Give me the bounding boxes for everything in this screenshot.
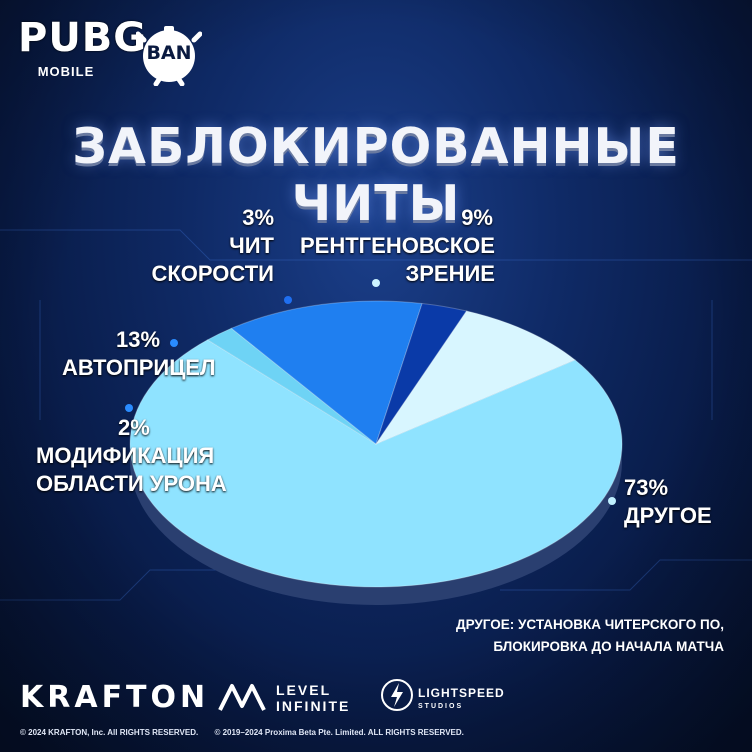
lightspeed-line1: LIGHTSPEED (418, 686, 505, 700)
label-xray-dot (372, 279, 380, 287)
krafton-logo: KRAFTON (20, 680, 210, 715)
level-infinite-line2: INFINITE (276, 698, 351, 714)
ban-badge-shape (135, 26, 203, 87)
label-speed-pct: 3% (242, 205, 274, 230)
label-other: 73% ДРУГОЕ (624, 474, 712, 530)
label-speed: 3% ЧИТ СКОРОСТИ (148, 204, 274, 288)
lightspeed-logo: LIGHTSPEED STUDIOS (380, 678, 520, 718)
label-other-name: ДРУГОЕ (624, 503, 712, 528)
label-xray-line2: ЗРЕНИЕ (405, 261, 495, 286)
pie-slice-2 (230, 300, 423, 445)
ban-badge: BAN (135, 26, 203, 87)
level-infinite-logo: LEVEL INFINITE (218, 680, 358, 716)
label-damage-line1: МОДИФИКАЦИЯ (36, 443, 215, 468)
label-damage-dot (125, 404, 133, 412)
lightspeed-words: LIGHTSPEED STUDIOS (418, 686, 505, 714)
footnote-line2: БЛОКИРОВКА ДО НАЧАЛА МАТЧА (493, 639, 724, 654)
copyright-proxima: © 2019–2024 Proxima Beta Pte. Limited. A… (214, 728, 464, 737)
lightspeed-line2: STUDIOS (418, 703, 464, 710)
label-aim: 13% АВТОПРИЦЕЛ (62, 326, 215, 382)
level-infinite-icon (218, 684, 266, 711)
level-infinite-words: LEVEL INFINITE (276, 682, 350, 714)
label-speed-line1: ЧИТ (229, 233, 274, 258)
label-damage: 2% МОДИФИКАЦИЯ ОБЛАСТИ УРОНА (36, 414, 227, 498)
pie-slice-0 (129, 339, 623, 588)
pubg-logo-sub: MOBILE (37, 64, 95, 79)
label-other-dot (608, 497, 616, 505)
lightning-bolt-icon (381, 679, 413, 711)
pie-slice-3 (375, 302, 468, 445)
label-other-pct: 73% (624, 475, 669, 500)
level-infinite-line1: LEVEL (276, 682, 332, 698)
pie-slice-1 (206, 327, 377, 445)
label-xray: 9% РЕНТГЕНОВСКОЕ ЗРЕНИЕ (300, 204, 495, 288)
pie-slice-4 (374, 310, 576, 446)
footnote: ДРУГОЕ: УСТАНОВКА ЧИТЕРСКОГО ПО, БЛОКИРО… (456, 614, 724, 658)
label-speed-dot (284, 296, 292, 304)
label-aim-name: АВТОПРИЦЕЛ (62, 355, 216, 380)
copyright-krafton: © 2024 KRAFTON, Inc. All RIGHTS RESERVED… (20, 728, 199, 737)
footnote-line1: ДРУГОЕ: УСТАНОВКА ЧИТЕРСКОГО ПО, (455, 617, 724, 632)
label-xray-line1: РЕНТГЕНОВСКОЕ (300, 233, 495, 258)
ban-badge-text: BAN (146, 42, 192, 64)
label-aim-pct: 13% (116, 327, 161, 352)
label-damage-pct: 2% (118, 415, 150, 440)
label-aim-dot (170, 339, 178, 347)
copyright: © 2024 KRAFTON, Inc. All RIGHTS RESERVED… (20, 728, 478, 737)
chart-title: ЗАБЛОКИРОВАННЫЕ ЧИТЫ (72, 118, 680, 232)
label-xray-pct: 9% (461, 205, 493, 230)
label-speed-line2: СКОРОСТИ (151, 261, 274, 286)
label-damage-line2: ОБЛАСТИ УРОНА (36, 471, 227, 496)
